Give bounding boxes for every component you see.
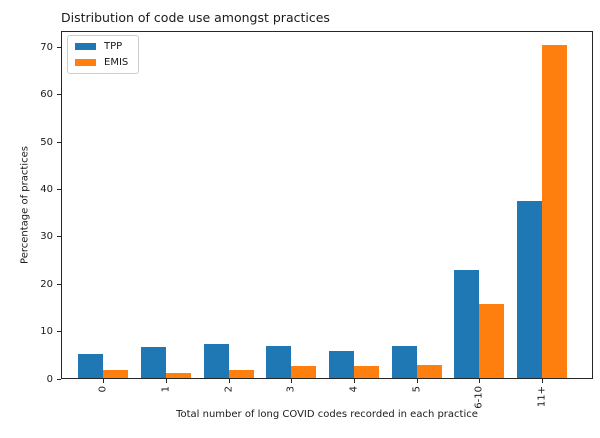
y-tick-label: 60 [40,89,53,101]
bar-tpp-6-10 [454,269,480,379]
x-tick-label: 11+ [536,386,548,408]
bar-emis-2 [228,369,254,379]
legend: TPP EMIS [67,35,140,74]
x-tick-label: 2 [223,386,234,393]
x-axis-title: Total number of long COVID codes recorde… [176,409,478,420]
legend-label: TPP [104,41,123,52]
legend-item-emis: EMIS [75,57,128,68]
y-tick-mark [57,236,61,238]
x-tick-mark [542,379,544,383]
x-tick-mark [228,379,230,383]
y-tick-mark [57,94,61,96]
plot-area: TPP EMIS [61,31,593,379]
bar-tpp-1 [140,346,166,379]
y-tick-label: 20 [40,278,53,290]
x-tick-label: 0 [97,386,109,393]
y-tick-mark [57,47,61,49]
bar-tpp-3 [266,346,292,379]
chart-title: Distribution of code use amongst practic… [61,10,330,25]
x-tick-mark [479,379,481,383]
y-tick-mark [57,331,61,333]
y-tick-label: 50 [40,136,53,148]
y-tick-mark [57,189,61,191]
bar-tpp-4 [328,350,354,379]
y-tick-mark [57,141,61,143]
y-tick-label: 10 [40,326,53,338]
bar-emis-3 [291,365,317,379]
bar-emis-1 [165,372,191,379]
y-axis-title: Percentage of practices [19,146,31,264]
bar-emis-6-10 [479,304,505,379]
y-tick-label: 30 [40,231,53,243]
legend-label: EMIS [104,57,129,68]
y-tick-mark [57,283,61,285]
x-tick-mark [103,379,105,383]
bar-emis-11+ [542,45,568,379]
x-tick-mark [291,379,293,383]
bar-emis-4 [353,365,379,379]
tpp-color-swatch [75,43,96,50]
y-tick-mark [57,378,61,380]
legend-item-tpp: TPP [75,41,128,52]
bar-tpp-11+ [517,201,543,379]
bar-emis-5 [416,364,442,379]
x-tick-label: 6-10 [473,386,485,409]
x-tick-label: 1 [160,386,172,393]
y-tick-label: 40 [40,184,53,196]
x-tick-mark [165,379,167,383]
bar-tpp-2 [203,343,229,379]
x-tick-label: 4 [348,386,360,393]
y-tick-label: 70 [40,42,53,54]
emis-color-swatch [75,59,96,66]
x-tick-label: 3 [285,386,297,393]
bar-emis-0 [103,370,129,379]
x-tick-label: 5 [411,386,423,393]
x-tick-mark [353,379,355,383]
bar-tpp-0 [78,353,104,379]
x-tick-mark [416,379,418,383]
bar-tpp-5 [391,345,417,379]
y-tick-label: 0 [46,373,53,385]
